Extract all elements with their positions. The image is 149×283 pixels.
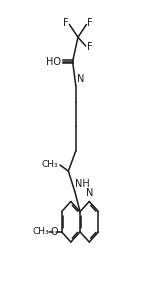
Text: CH₃: CH₃ [33,228,49,236]
Text: N: N [86,188,94,198]
Text: F: F [87,42,93,52]
Text: O: O [50,227,58,237]
Text: NH: NH [76,179,90,189]
Text: HO: HO [46,57,61,67]
Text: F: F [87,18,93,28]
Text: F: F [63,18,68,28]
Text: CH₃: CH₃ [42,160,58,170]
Text: N: N [77,74,84,84]
